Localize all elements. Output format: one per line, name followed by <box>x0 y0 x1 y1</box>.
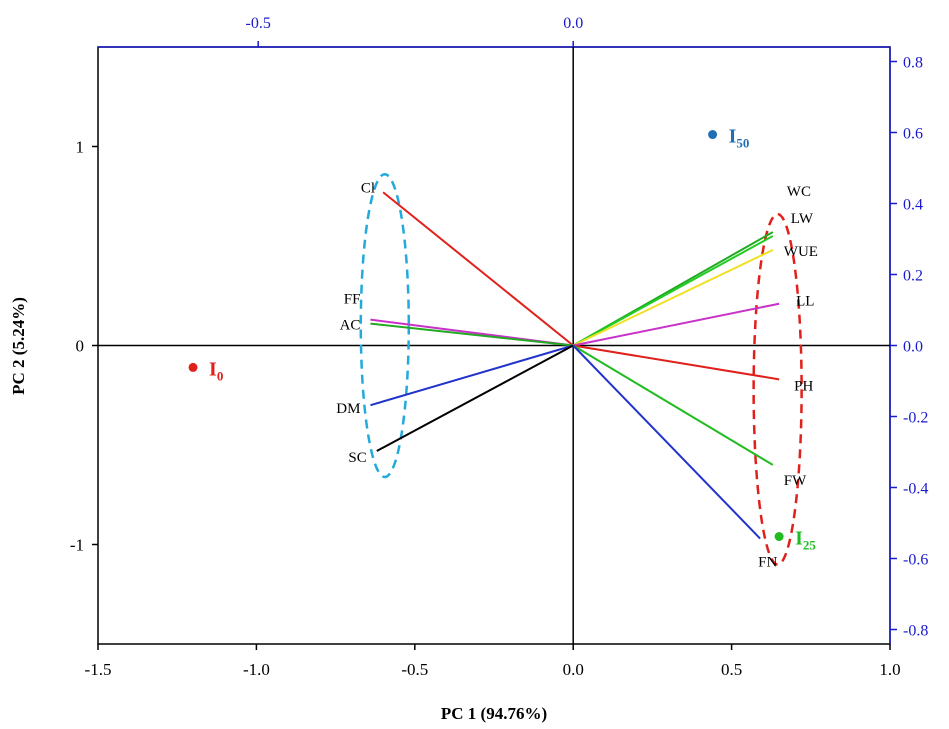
score-point-i50 <box>708 130 718 140</box>
x-tick-label: 0.5 <box>721 660 742 679</box>
score-label-i0: I0 <box>209 358 223 383</box>
loading-vector-wue <box>572 249 774 347</box>
loading-vector-ac <box>370 322 574 347</box>
score-label-subscript: 25 <box>803 538 817 553</box>
loading-vector-fn <box>572 344 761 540</box>
loading-label-lw: LW <box>791 211 814 227</box>
loading-vector-dm <box>370 344 574 407</box>
loading-vector-sc <box>376 344 574 452</box>
y-tick-label: 0 <box>76 337 85 356</box>
loading-label-ac: AC <box>340 318 361 334</box>
x-axis-title: PC 1 (94.76%) <box>441 704 547 723</box>
loading-vector-cl <box>382 191 574 347</box>
loading-label-ph: PH <box>794 378 813 394</box>
loading-label-wue: WUE <box>784 244 818 260</box>
score-point-i25 <box>774 532 784 542</box>
right-y-tick-label: 0.0 <box>903 339 923 356</box>
loading-label-ll: LL <box>796 294 814 310</box>
x-tick-label: -1.0 <box>243 660 270 679</box>
top-x-tick-label: -0.5 <box>246 15 271 32</box>
loading-label-fw: FW <box>784 473 807 489</box>
left-cluster-ellipse <box>359 173 411 479</box>
score-label-subscript: 0 <box>217 368 224 383</box>
score-label-main: I <box>209 358 217 380</box>
right-y-tick-label: -0.4 <box>903 481 928 498</box>
loading-vector-ll <box>573 302 780 347</box>
right-y-tick-label: -0.8 <box>903 623 928 640</box>
right-y-tick-label: 0.6 <box>903 126 923 143</box>
right-y-tick-label: -0.6 <box>903 552 928 569</box>
loading-vector-fw <box>572 344 774 466</box>
score-label-main: I <box>729 126 737 148</box>
x-tick-label: 1.0 <box>879 660 900 679</box>
score-label-main: I <box>795 528 803 550</box>
loading-label-cl: Cl <box>361 180 375 196</box>
right-y-tick-label: 0.2 <box>903 268 923 285</box>
loading-vector-ph <box>573 344 780 381</box>
top-x-tick-label: 0.0 <box>563 15 583 32</box>
loading-label-dm: DM <box>336 401 360 417</box>
right-y-tick-label: 0.4 <box>903 197 923 214</box>
loading-label-wc: WC <box>787 184 811 200</box>
right-cluster-ellipse <box>752 212 803 566</box>
y-tick-label: 1 <box>76 138 85 157</box>
score-label-i25: I25 <box>795 528 816 553</box>
score-point-i0 <box>188 362 198 372</box>
loading-label-sc: SC <box>348 450 366 466</box>
x-tick-label: -0.5 <box>401 660 428 679</box>
loading-label-ff: FF <box>344 292 361 308</box>
loading-label-fn: FN <box>758 555 777 571</box>
y-axis-title: PC 2 (5.24%) <box>9 297 28 395</box>
score-label-subscript: 50 <box>736 136 749 151</box>
right-y-tick-label: -0.2 <box>903 410 928 427</box>
right-y-tick-label: 0.8 <box>903 55 923 72</box>
score-label-i50: I50 <box>729 126 750 151</box>
x-tick-label: -1.5 <box>85 660 112 679</box>
loading-vector-lw <box>572 235 774 347</box>
x-tick-label: 0.0 <box>563 660 584 679</box>
y-tick-label: -1 <box>70 536 84 555</box>
